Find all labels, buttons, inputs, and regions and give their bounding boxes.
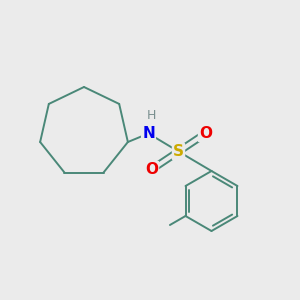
- Text: O: O: [199, 126, 212, 141]
- Text: H: H: [147, 109, 156, 122]
- Text: O: O: [145, 162, 158, 177]
- Text: N: N: [142, 126, 155, 141]
- Text: S: S: [173, 144, 184, 159]
